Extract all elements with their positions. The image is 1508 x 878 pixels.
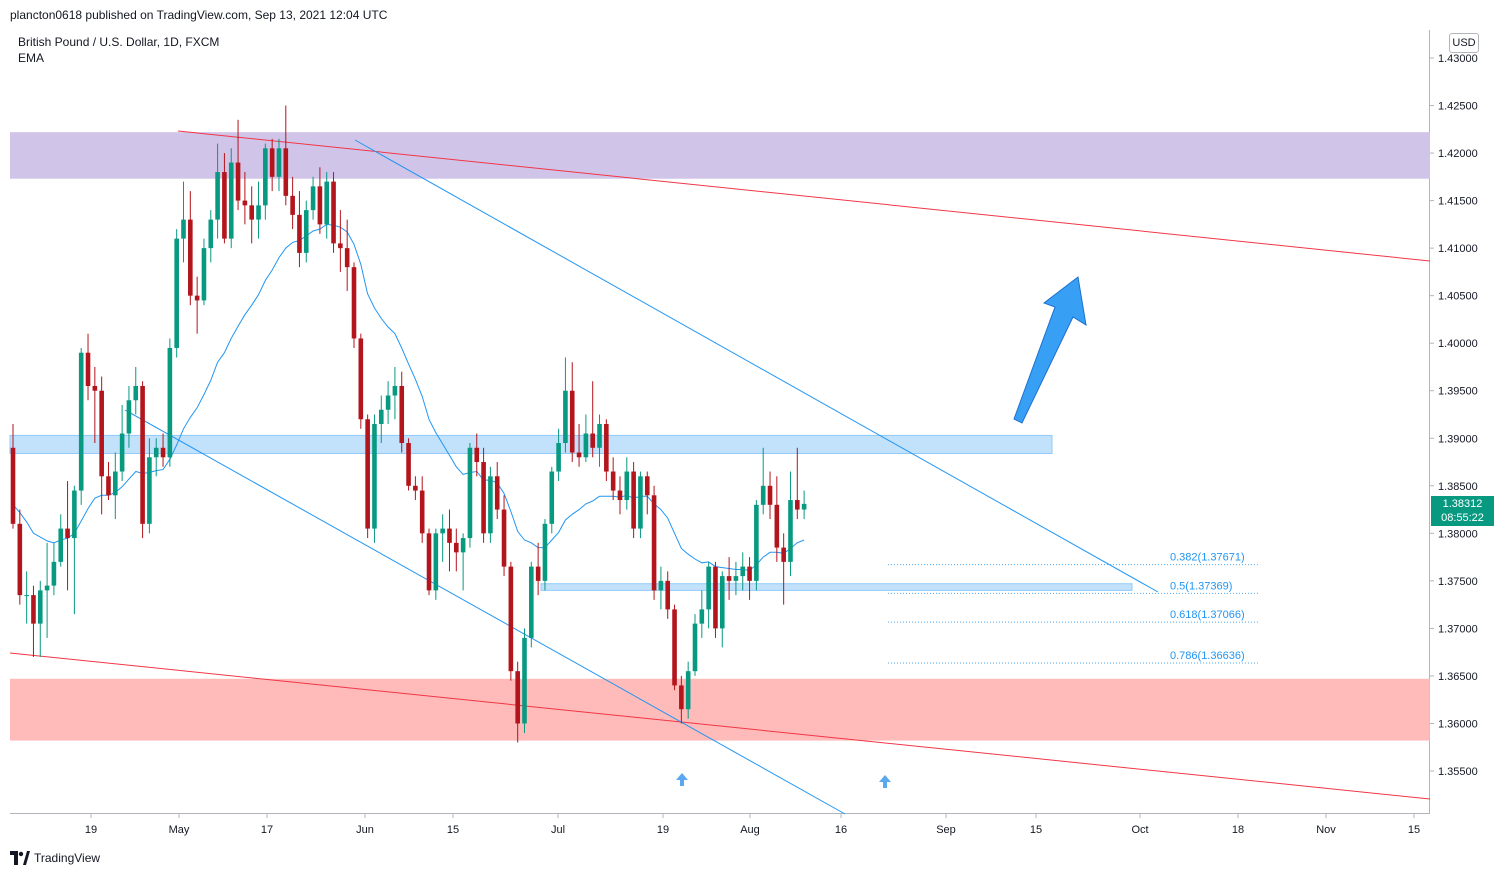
- time-tick-label: 19: [85, 824, 97, 836]
- time-tick-label: Jul: [551, 824, 565, 836]
- footer-brand[interactable]: TradingView: [10, 851, 100, 865]
- price-tick-label: 1.36000: [1438, 718, 1478, 730]
- time-tick-label: 19: [657, 824, 669, 836]
- time-axis: 19 May 17 Jun 15 Jul 19 Aug 16 Sep 15 Oct 18 Nov 15: [85, 814, 1420, 836]
- price-tick-label: 1.38500: [1438, 481, 1478, 493]
- price-tick-label: 1.42500: [1438, 101, 1478, 113]
- time-tick-label: 18: [1232, 824, 1244, 836]
- price-tick-label: 1.39500: [1438, 386, 1478, 398]
- price-tick-label: 1.40000: [1438, 338, 1478, 350]
- price-tick-label: 1.37000: [1438, 623, 1478, 635]
- time-tick-label: Sep: [936, 824, 956, 836]
- symbol-legend-title[interactable]: British Pound / U.S. Dollar, 1D, FXCM: [18, 35, 220, 49]
- bar-countdown: 08:55:22: [1441, 512, 1484, 524]
- chart-pane[interactable]: [10, 30, 1430, 814]
- time-tick-label: 17: [261, 824, 273, 836]
- time-tick-label: May: [169, 824, 190, 836]
- time-tick-label: Nov: [1316, 824, 1336, 836]
- time-tick-label: Jun: [356, 824, 374, 836]
- top-bar: plancton0618 published on TradingView.co…: [0, 0, 1508, 30]
- price-tick-label: 1.41000: [1438, 243, 1478, 255]
- price-tick-label: 1.42000: [1438, 148, 1478, 160]
- time-tick-label: 16: [835, 824, 847, 836]
- price-tick-label: 1.39000: [1438, 433, 1478, 445]
- current-price-tag: 1.38312 08:55:22: [1431, 496, 1494, 526]
- footer-brand-label: TradingView: [34, 851, 101, 865]
- indicator-legend-ema[interactable]: EMA: [18, 51, 45, 65]
- currency-button[interactable]: USD: [1449, 33, 1479, 53]
- time-tick-label: 15: [1030, 824, 1042, 836]
- time-tick-label: Aug: [740, 824, 760, 836]
- tradingview-logo-icon: [10, 851, 30, 865]
- time-tick-label: Oct: [1131, 824, 1148, 836]
- publisher-text: plancton0618 published on TradingView.co…: [10, 8, 388, 22]
- price-tick-label: 1.38000: [1438, 528, 1478, 540]
- price-tick-label: 1.36500: [1438, 671, 1478, 683]
- price-tick-label: 1.43000: [1438, 53, 1478, 65]
- time-tick-label: 15: [447, 824, 459, 836]
- price-tick-label: 1.35500: [1438, 766, 1478, 778]
- price-axis: 1.43000 1.42500 1.42000 1.41500 1.41000 1.405…: [1430, 53, 1478, 778]
- time-tick-label: 15: [1408, 824, 1420, 836]
- price-tick-label: 1.41500: [1438, 196, 1478, 208]
- price-tick-label: 1.40500: [1438, 291, 1478, 303]
- price-tick-label: 1.37500: [1438, 576, 1478, 588]
- current-price-value: 1.38312: [1442, 498, 1483, 510]
